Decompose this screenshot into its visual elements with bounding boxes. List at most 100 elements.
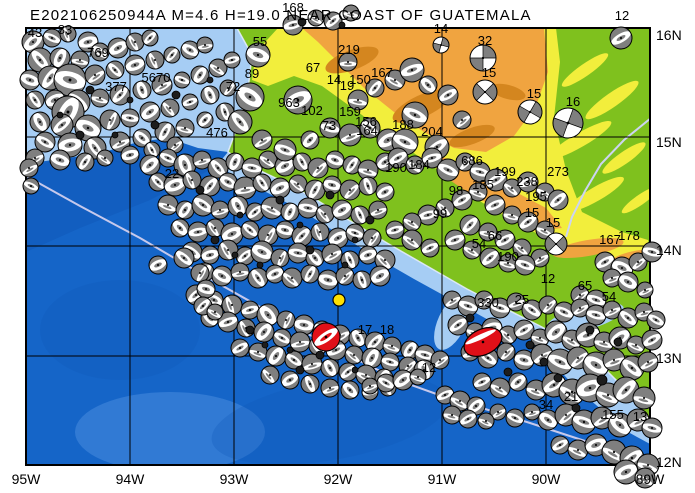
focal-mechanism (245, 42, 271, 68)
focal-mechanism (225, 152, 245, 172)
focal-mechanism (105, 60, 125, 80)
focal-mechanism (358, 176, 378, 196)
depth-label: 5670 (142, 70, 171, 85)
small-focal-mechanism (465, 313, 475, 323)
small-focal-mechanism (261, 341, 269, 349)
lon-label: 89W (636, 471, 666, 487)
depth-label: 12 (615, 8, 629, 23)
focal-mechanism (392, 369, 414, 391)
focal-mechanism (436, 158, 460, 182)
ocean-patch (75, 392, 265, 465)
axis-label-layer: 95W 94W 93W 92W 91W 90W 89W 16N 15N 14N 13N 12N (12, 27, 682, 487)
focal-mechanism (544, 232, 568, 256)
depth-label: 190 (385, 160, 407, 175)
focal-mechanism (124, 54, 146, 76)
focal-mechanism (192, 150, 212, 170)
small-focal-mechanism (351, 366, 359, 374)
focal-mechanism (340, 380, 360, 400)
depth-label: 72 (226, 79, 240, 94)
focal-mechanism (50, 113, 74, 137)
focal-mechanism (570, 298, 590, 318)
lon-label: 95W (12, 471, 42, 487)
focal-mechanism (173, 247, 195, 269)
depth-label: 99 (433, 206, 447, 221)
focal-mechanism (585, 304, 607, 326)
focal-mechanism (468, 182, 488, 202)
focal-mechanism (584, 433, 608, 457)
focal-mechanism (173, 71, 191, 89)
focal-mechanism (252, 173, 272, 193)
small-focal-mechanism (525, 340, 535, 350)
focal-mechanism (514, 254, 536, 276)
small-focal-mechanism (256, 261, 264, 269)
depth-label: 199 (494, 164, 516, 179)
focal-mechanism (489, 297, 511, 319)
focal-mechanism (613, 459, 639, 485)
focal-mechanism (352, 270, 372, 290)
focal-mechanism (338, 52, 358, 72)
depth-label: 185 (472, 177, 494, 192)
focal-mechanism (190, 263, 210, 283)
depth-label: 14 (434, 21, 448, 36)
focal-mechanism (143, 141, 161, 159)
ocean-patch (40, 280, 200, 380)
focal-mechanism (338, 362, 358, 382)
focal-mechanism (173, 153, 197, 177)
focal-mechanism (435, 198, 455, 218)
focal-mechanism (612, 376, 640, 404)
small-focal-mechanism (351, 236, 359, 244)
terrain-patch (552, 237, 624, 259)
focal-mechanism (200, 245, 220, 265)
depth-label: 98 (449, 183, 463, 198)
focal-mechanism (19, 69, 41, 91)
focal-mechanism (151, 74, 173, 96)
focal-mechanism (300, 264, 320, 284)
focal-mechanism (374, 249, 396, 271)
focal-mechanism (53, 63, 87, 97)
focal-mechanism (479, 247, 501, 269)
focal-mechanism (269, 177, 291, 199)
focal-mechanism (361, 377, 379, 395)
focal-mechanism (289, 331, 311, 353)
lat-label: 15N (656, 134, 682, 150)
focal-mechanism (484, 194, 506, 216)
terrain-patch (490, 83, 526, 101)
focal-mechanism (211, 265, 233, 287)
focal-mechanism (327, 227, 349, 249)
lon-label: 91W (428, 471, 458, 487)
small-focal-mechanism (613, 337, 623, 347)
focal-mechanism (382, 336, 402, 356)
small-focal-mechanism (305, 245, 315, 255)
depth-label: 89 (245, 66, 259, 81)
focal-mechanism (469, 44, 497, 72)
focal-mechanism (25, 90, 45, 110)
depth-label: 330 (477, 295, 499, 310)
depth-label: 54 (602, 289, 616, 304)
focal-mechanism (484, 168, 508, 192)
focal-mechanism (517, 211, 539, 233)
focal-mechanism (402, 212, 422, 232)
focal-mechanism (132, 80, 152, 100)
focal-mechanism (292, 152, 312, 172)
focal-mechanism (21, 30, 45, 54)
focal-mechanism (265, 264, 285, 284)
focal-mechanism (502, 205, 522, 225)
red-focal-mechanism (463, 327, 503, 357)
depth-label: 159 (339, 104, 361, 119)
small-focal-mechanism (338, 21, 346, 29)
focal-mechanism (554, 403, 578, 427)
focal-mechanism (141, 29, 159, 47)
focal-mechanism (498, 253, 518, 273)
focal-mechanism (42, 28, 62, 48)
focal-mechanism (253, 321, 275, 343)
focal-mechanism (342, 4, 360, 22)
focal-mechanism (617, 271, 639, 293)
focal-mechanism (230, 262, 250, 282)
focal-mechanism (320, 358, 340, 378)
focal-mechanism (158, 148, 178, 168)
depth-label: 164 (356, 123, 378, 138)
lon-label: 92W (324, 471, 354, 487)
depth-label: 55 (253, 34, 267, 49)
focal-mechanism (206, 303, 224, 321)
